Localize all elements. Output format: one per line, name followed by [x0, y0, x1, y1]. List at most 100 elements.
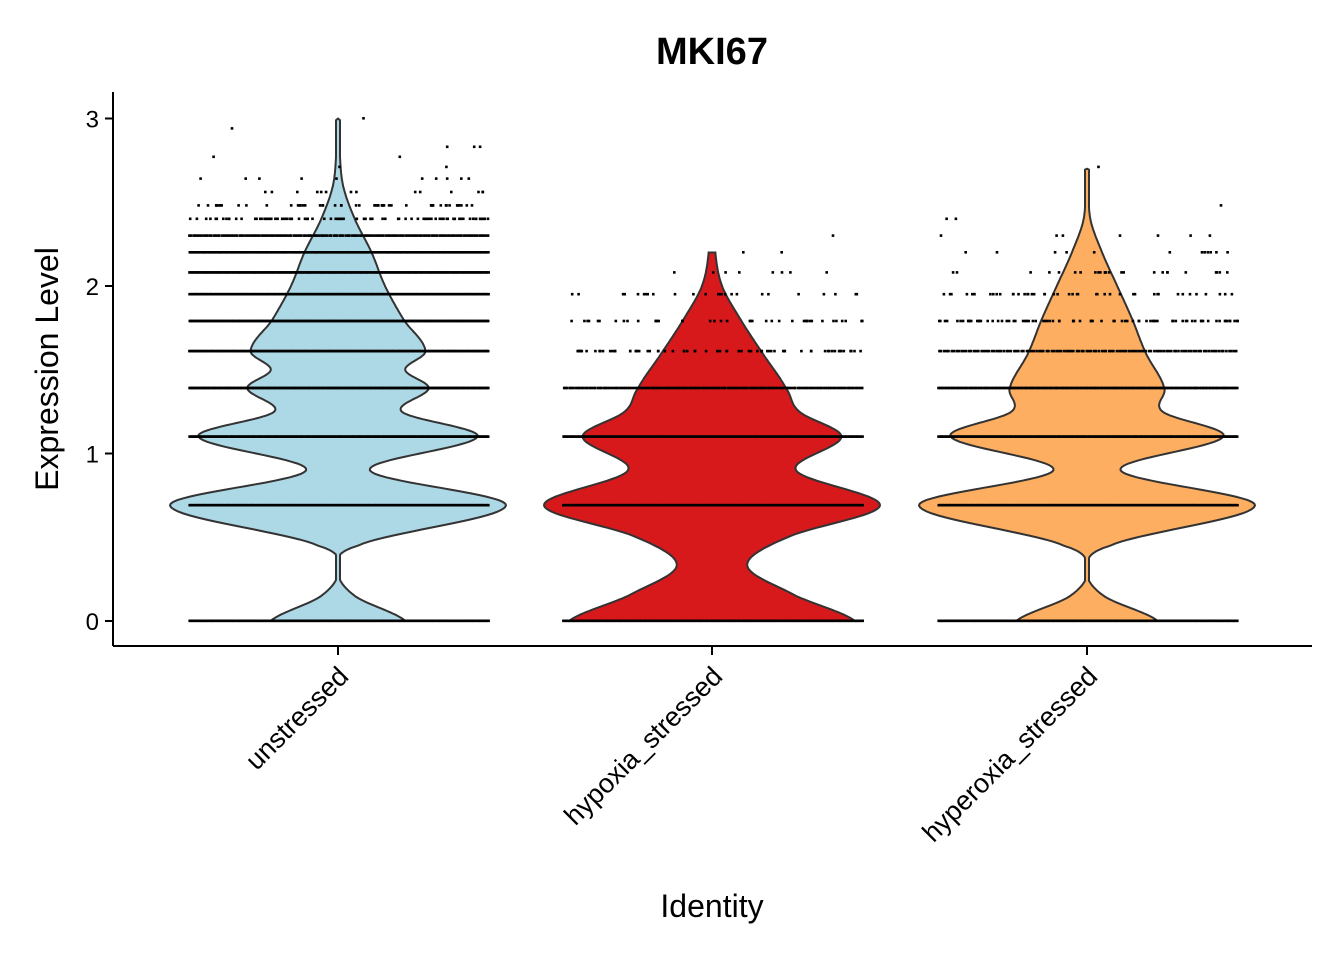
data-point [302, 234, 306, 237]
data-point [832, 503, 835, 507]
data-point [404, 271, 408, 274]
data-point [1025, 349, 1029, 353]
data-point [372, 271, 375, 274]
data-point [830, 386, 833, 390]
data-point [1218, 271, 1222, 274]
data-point [1189, 435, 1192, 438]
data-point [1175, 435, 1179, 438]
data-point [273, 503, 276, 507]
data-point [1112, 349, 1115, 353]
data-point [701, 619, 705, 623]
data-point [420, 177, 424, 180]
data-point [206, 619, 210, 623]
data-point [1218, 319, 1221, 323]
data-point [770, 386, 773, 390]
data-point [1205, 386, 1209, 390]
data-point [189, 619, 192, 623]
data-point [856, 386, 860, 390]
data-point [223, 234, 226, 237]
data-point [605, 435, 608, 438]
data-point [1212, 619, 1216, 623]
data-point [1115, 503, 1119, 507]
data-point [707, 503, 711, 507]
data-point [398, 234, 402, 237]
data-point [487, 503, 490, 507]
data-point [1133, 292, 1137, 296]
data-point [470, 204, 474, 207]
data-point [853, 435, 856, 438]
data-point [1225, 386, 1228, 390]
data-point [413, 292, 416, 296]
data-point [1124, 349, 1128, 353]
data-point [840, 319, 844, 323]
data-point [443, 271, 446, 274]
data-point [370, 386, 373, 390]
data-point [243, 271, 246, 274]
data-point [276, 435, 280, 438]
data-point [243, 386, 247, 390]
data-point [332, 349, 336, 353]
data-point [206, 319, 210, 323]
data-point [1131, 319, 1135, 323]
data-point [1149, 349, 1153, 353]
data-point [777, 435, 781, 438]
data-point [465, 204, 469, 207]
data-point [275, 292, 279, 296]
data-point [1028, 435, 1031, 438]
data-point [810, 386, 814, 390]
violin-hyperoxia_stressed [917, 167, 1257, 622]
data-point [447, 319, 451, 323]
data-point [228, 234, 231, 237]
data-point [1228, 319, 1232, 323]
data-point [316, 234, 319, 237]
data-point [423, 271, 426, 274]
data-point [483, 292, 487, 296]
data-point [451, 349, 454, 353]
data-point [356, 503, 360, 507]
data-point [1165, 386, 1168, 390]
data-point [285, 271, 289, 274]
data-point [638, 386, 642, 390]
data-point [484, 619, 488, 623]
data-point [438, 217, 442, 221]
data-point [850, 435, 854, 438]
data-point [961, 619, 964, 623]
data-point [259, 435, 263, 438]
data-point [821, 319, 824, 323]
data-point [278, 349, 281, 353]
data-point [1181, 619, 1185, 623]
data-point [428, 349, 431, 353]
data-point [629, 349, 632, 353]
data-point [424, 619, 428, 623]
data-point [431, 349, 435, 353]
data-point [1199, 503, 1202, 507]
data-point [417, 435, 421, 438]
data-point [1044, 503, 1048, 507]
data-point [210, 234, 213, 237]
data-point [1045, 319, 1049, 323]
data-point [1195, 292, 1198, 296]
data-point [763, 503, 767, 507]
data-point [203, 251, 206, 254]
data-point [780, 503, 783, 507]
data-point [290, 503, 294, 507]
data-point [342, 251, 346, 254]
data-point [774, 386, 777, 390]
data-point [805, 619, 809, 623]
data-point [469, 271, 472, 274]
data-point [1139, 349, 1143, 353]
data-point [249, 435, 252, 438]
data-point [463, 271, 466, 274]
data-point [383, 251, 387, 254]
data-point [278, 234, 282, 237]
data-point [969, 503, 973, 507]
data-point [1100, 386, 1104, 390]
data-point [1117, 386, 1120, 390]
data-point [1136, 386, 1140, 390]
data-point [326, 234, 329, 237]
data-point [1108, 435, 1112, 438]
data-point [594, 386, 597, 390]
data-point [245, 204, 248, 207]
x-axis: unstressed hypoxia_stressed hyperoxia_stre… [113, 645, 1312, 848]
data-point [1030, 292, 1034, 296]
